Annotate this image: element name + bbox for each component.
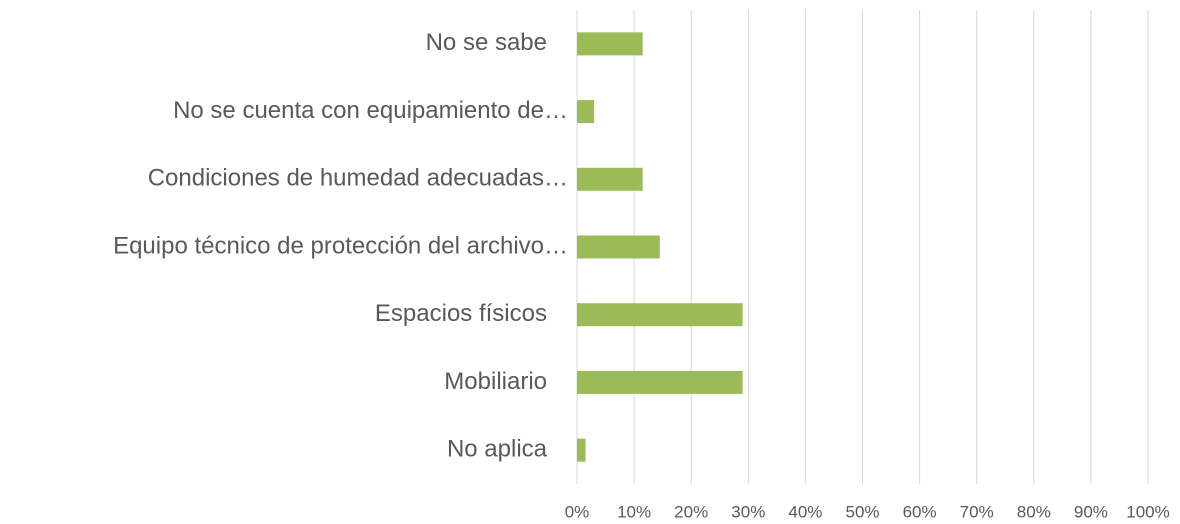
y-tick-label: No se sabe <box>426 29 547 56</box>
x-tick-label: 20% <box>674 502 708 521</box>
x-tick-label: 50% <box>845 502 879 521</box>
y-tick-label: Condiciones de humedad adecuadas… <box>148 165 568 192</box>
y-tick-label: No aplica <box>447 435 548 462</box>
x-tick-label: 80% <box>1017 502 1051 521</box>
bar <box>577 100 595 124</box>
bar <box>577 438 586 462</box>
x-tick-label: 40% <box>788 502 822 521</box>
bar <box>577 303 743 327</box>
bar <box>577 167 643 191</box>
x-tick-label: 10% <box>617 502 651 521</box>
x-tick-label: 60% <box>903 502 937 521</box>
x-tick-label: 90% <box>1074 502 1108 521</box>
y-tick-label: Espacios físicos <box>375 300 547 327</box>
y-tick-label: Mobiliario <box>444 368 547 395</box>
y-tick-label: Equipo técnico de protección del archivo… <box>113 232 568 259</box>
y-tick-label: No se cuenta con equipamiento de… <box>173 97 568 124</box>
bar <box>577 370 743 394</box>
bar <box>577 235 660 259</box>
x-tick-label: 0% <box>565 502 590 521</box>
x-tick-label: 70% <box>960 502 994 521</box>
bar <box>577 32 643 56</box>
x-tick-label: 100% <box>1126 502 1169 521</box>
x-tick-label: 30% <box>731 502 765 521</box>
